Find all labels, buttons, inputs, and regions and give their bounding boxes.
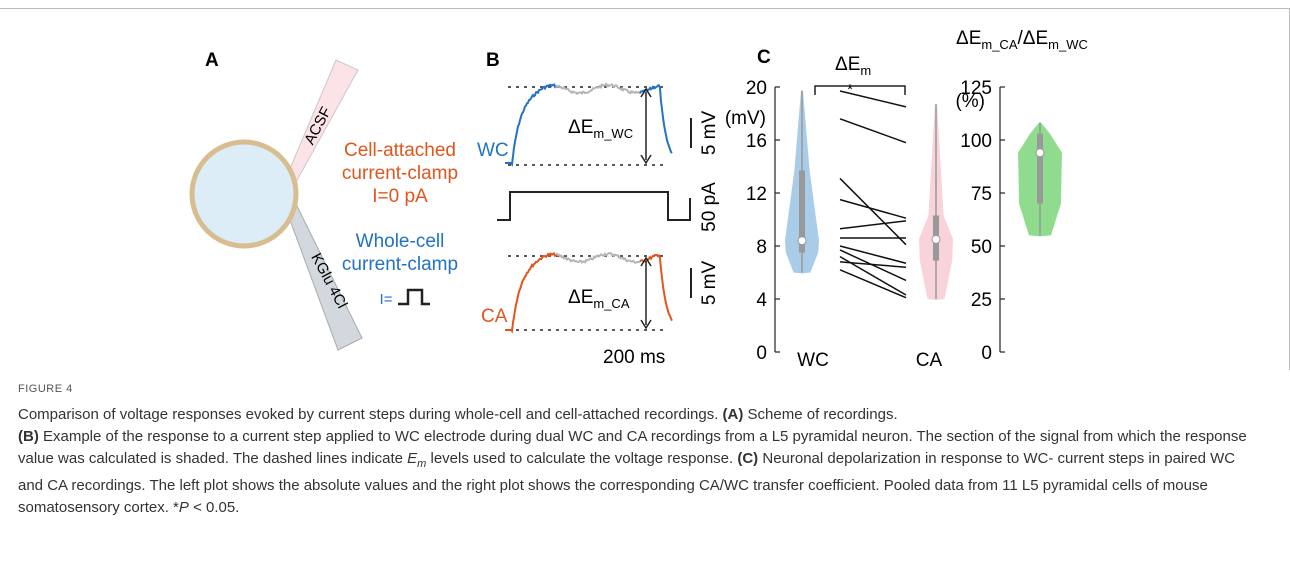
- pair-line: [839, 198, 907, 219]
- wc-text: Whole-cell: [356, 231, 445, 252]
- arrow-head: [640, 256, 652, 330]
- title-main: /ΔE: [1018, 28, 1049, 49]
- y-tick-label: 100: [960, 131, 992, 152]
- bracket: [814, 85, 906, 95]
- delta-main: ΔE: [568, 287, 593, 308]
- trace-shaded: [555, 82, 641, 96]
- panel-c: C ΔEm * (mV) (%) ΔEm_CA/ΔEm_WC 048121620…: [725, 28, 1088, 371]
- delta-sub: m_CA: [593, 296, 629, 311]
- y-tick-label: 0: [756, 343, 767, 364]
- pipette-label: ACSF: [301, 104, 335, 147]
- y-tick-label: 25: [971, 290, 992, 311]
- ca-text: Cell-attached: [344, 140, 456, 161]
- panel-b: B WC CA ΔEm_WC ΔEm_CA 5 mV 50 pA 5 mV 20…: [477, 50, 720, 368]
- median: [1035, 148, 1045, 158]
- pair-line: [839, 220, 907, 230]
- wc-text: current-clamp: [342, 254, 458, 275]
- caption-text: E: [407, 450, 418, 467]
- delta-main: ΔE: [568, 117, 593, 138]
- y-tick-label: 50: [971, 237, 992, 258]
- title-sub: m_WC: [1048, 37, 1088, 52]
- axis-unit: (%): [955, 91, 985, 112]
- y-tick-label: 125: [960, 78, 992, 99]
- pair-line: [839, 261, 907, 268]
- panel-a: A ACSF KGlu 4Cl Cell-attached current-cl…: [189, 50, 458, 351]
- caption-text: < 0.05.: [188, 499, 240, 516]
- median: [797, 236, 807, 246]
- step-label: I=: [380, 291, 393, 308]
- cell: [189, 139, 299, 249]
- panel-label: B: [486, 50, 500, 71]
- panel-label: C: [757, 47, 771, 68]
- pair-line: [839, 177, 907, 246]
- title-sub: m: [860, 63, 871, 78]
- panel-label: A: [205, 50, 219, 71]
- y-tick-label: 4: [756, 290, 767, 311]
- significance: *: [847, 81, 853, 98]
- y-tick-label: 0: [981, 343, 992, 364]
- caption: FIGURE 4 Comparison of voltage responses…: [18, 378, 1263, 519]
- ca-text: I=0 pA: [372, 186, 428, 207]
- y-tick-label: 16: [746, 131, 767, 152]
- step-icon: [398, 288, 430, 306]
- caption-paragraph: (B) Example of the response to a current…: [18, 426, 1263, 519]
- title-main: ΔE: [956, 28, 981, 49]
- plot-title: ΔEm: [835, 54, 871, 78]
- plot-title: ΔEm_CA/ΔEm_WC: [956, 28, 1088, 52]
- scale-label: 5 mV: [699, 261, 720, 306]
- box: [1037, 133, 1043, 204]
- trace: [639, 84, 673, 154]
- title-sub: m_CA: [981, 37, 1017, 52]
- delta-label: ΔEm_CA: [568, 287, 630, 311]
- caption-paragraph: Comparison of voltage responses evoked b…: [18, 404, 1263, 426]
- trace-label: WC: [477, 140, 509, 161]
- y-tick-label: 20: [746, 78, 767, 99]
- delta-sub: m_WC: [593, 126, 633, 141]
- axis-unit: (mV): [725, 108, 766, 129]
- caption-text: Scheme of recordings.: [743, 406, 898, 423]
- ca-text: current-clamp: [342, 163, 458, 184]
- figure: A ACSF KGlu 4Cl Cell-attached current-cl…: [0, 8, 1290, 371]
- pair-line: [839, 118, 907, 144]
- figure-label: FIGURE 4: [18, 383, 73, 395]
- trace: [639, 253, 673, 322]
- caption-text: (A): [722, 406, 744, 423]
- y-tick-label: 12: [746, 184, 767, 205]
- pair-line: [839, 269, 907, 299]
- box: [799, 170, 805, 253]
- scale-label: 5 mV: [699, 111, 720, 156]
- caption-text: levels used to calculate the voltage res…: [426, 450, 738, 467]
- trace-shaded: [555, 251, 641, 265]
- trace: [505, 83, 557, 167]
- scale-label: 200 ms: [603, 347, 665, 368]
- trace: [505, 251, 557, 334]
- trace-label: CA: [481, 306, 508, 327]
- y-tick-label: 8: [756, 237, 767, 258]
- pair-line: [839, 90, 907, 108]
- arrow-head: [640, 87, 652, 165]
- caption-text: Example of the response to a current ste…: [18, 428, 1247, 467]
- current-step: [497, 191, 691, 221]
- caption-text: (C): [737, 450, 759, 467]
- median: [931, 234, 941, 244]
- title-main: ΔE: [835, 54, 860, 75]
- pair-line: [839, 245, 907, 264]
- caption-text: Neuronal depolarization in response to W…: [18, 450, 1236, 516]
- caption-text: Comparison of voltage responses evoked b…: [18, 406, 723, 423]
- x-label: CA: [916, 350, 943, 371]
- x-label: WC: [797, 350, 829, 371]
- scale-label: 50 pA: [699, 182, 720, 232]
- caption-text: P: [178, 499, 189, 516]
- caption-text: m: [417, 458, 427, 470]
- caption-text: (B): [18, 428, 39, 445]
- y-tick-label: 75: [971, 184, 992, 205]
- delta-label: ΔEm_WC: [568, 117, 633, 141]
